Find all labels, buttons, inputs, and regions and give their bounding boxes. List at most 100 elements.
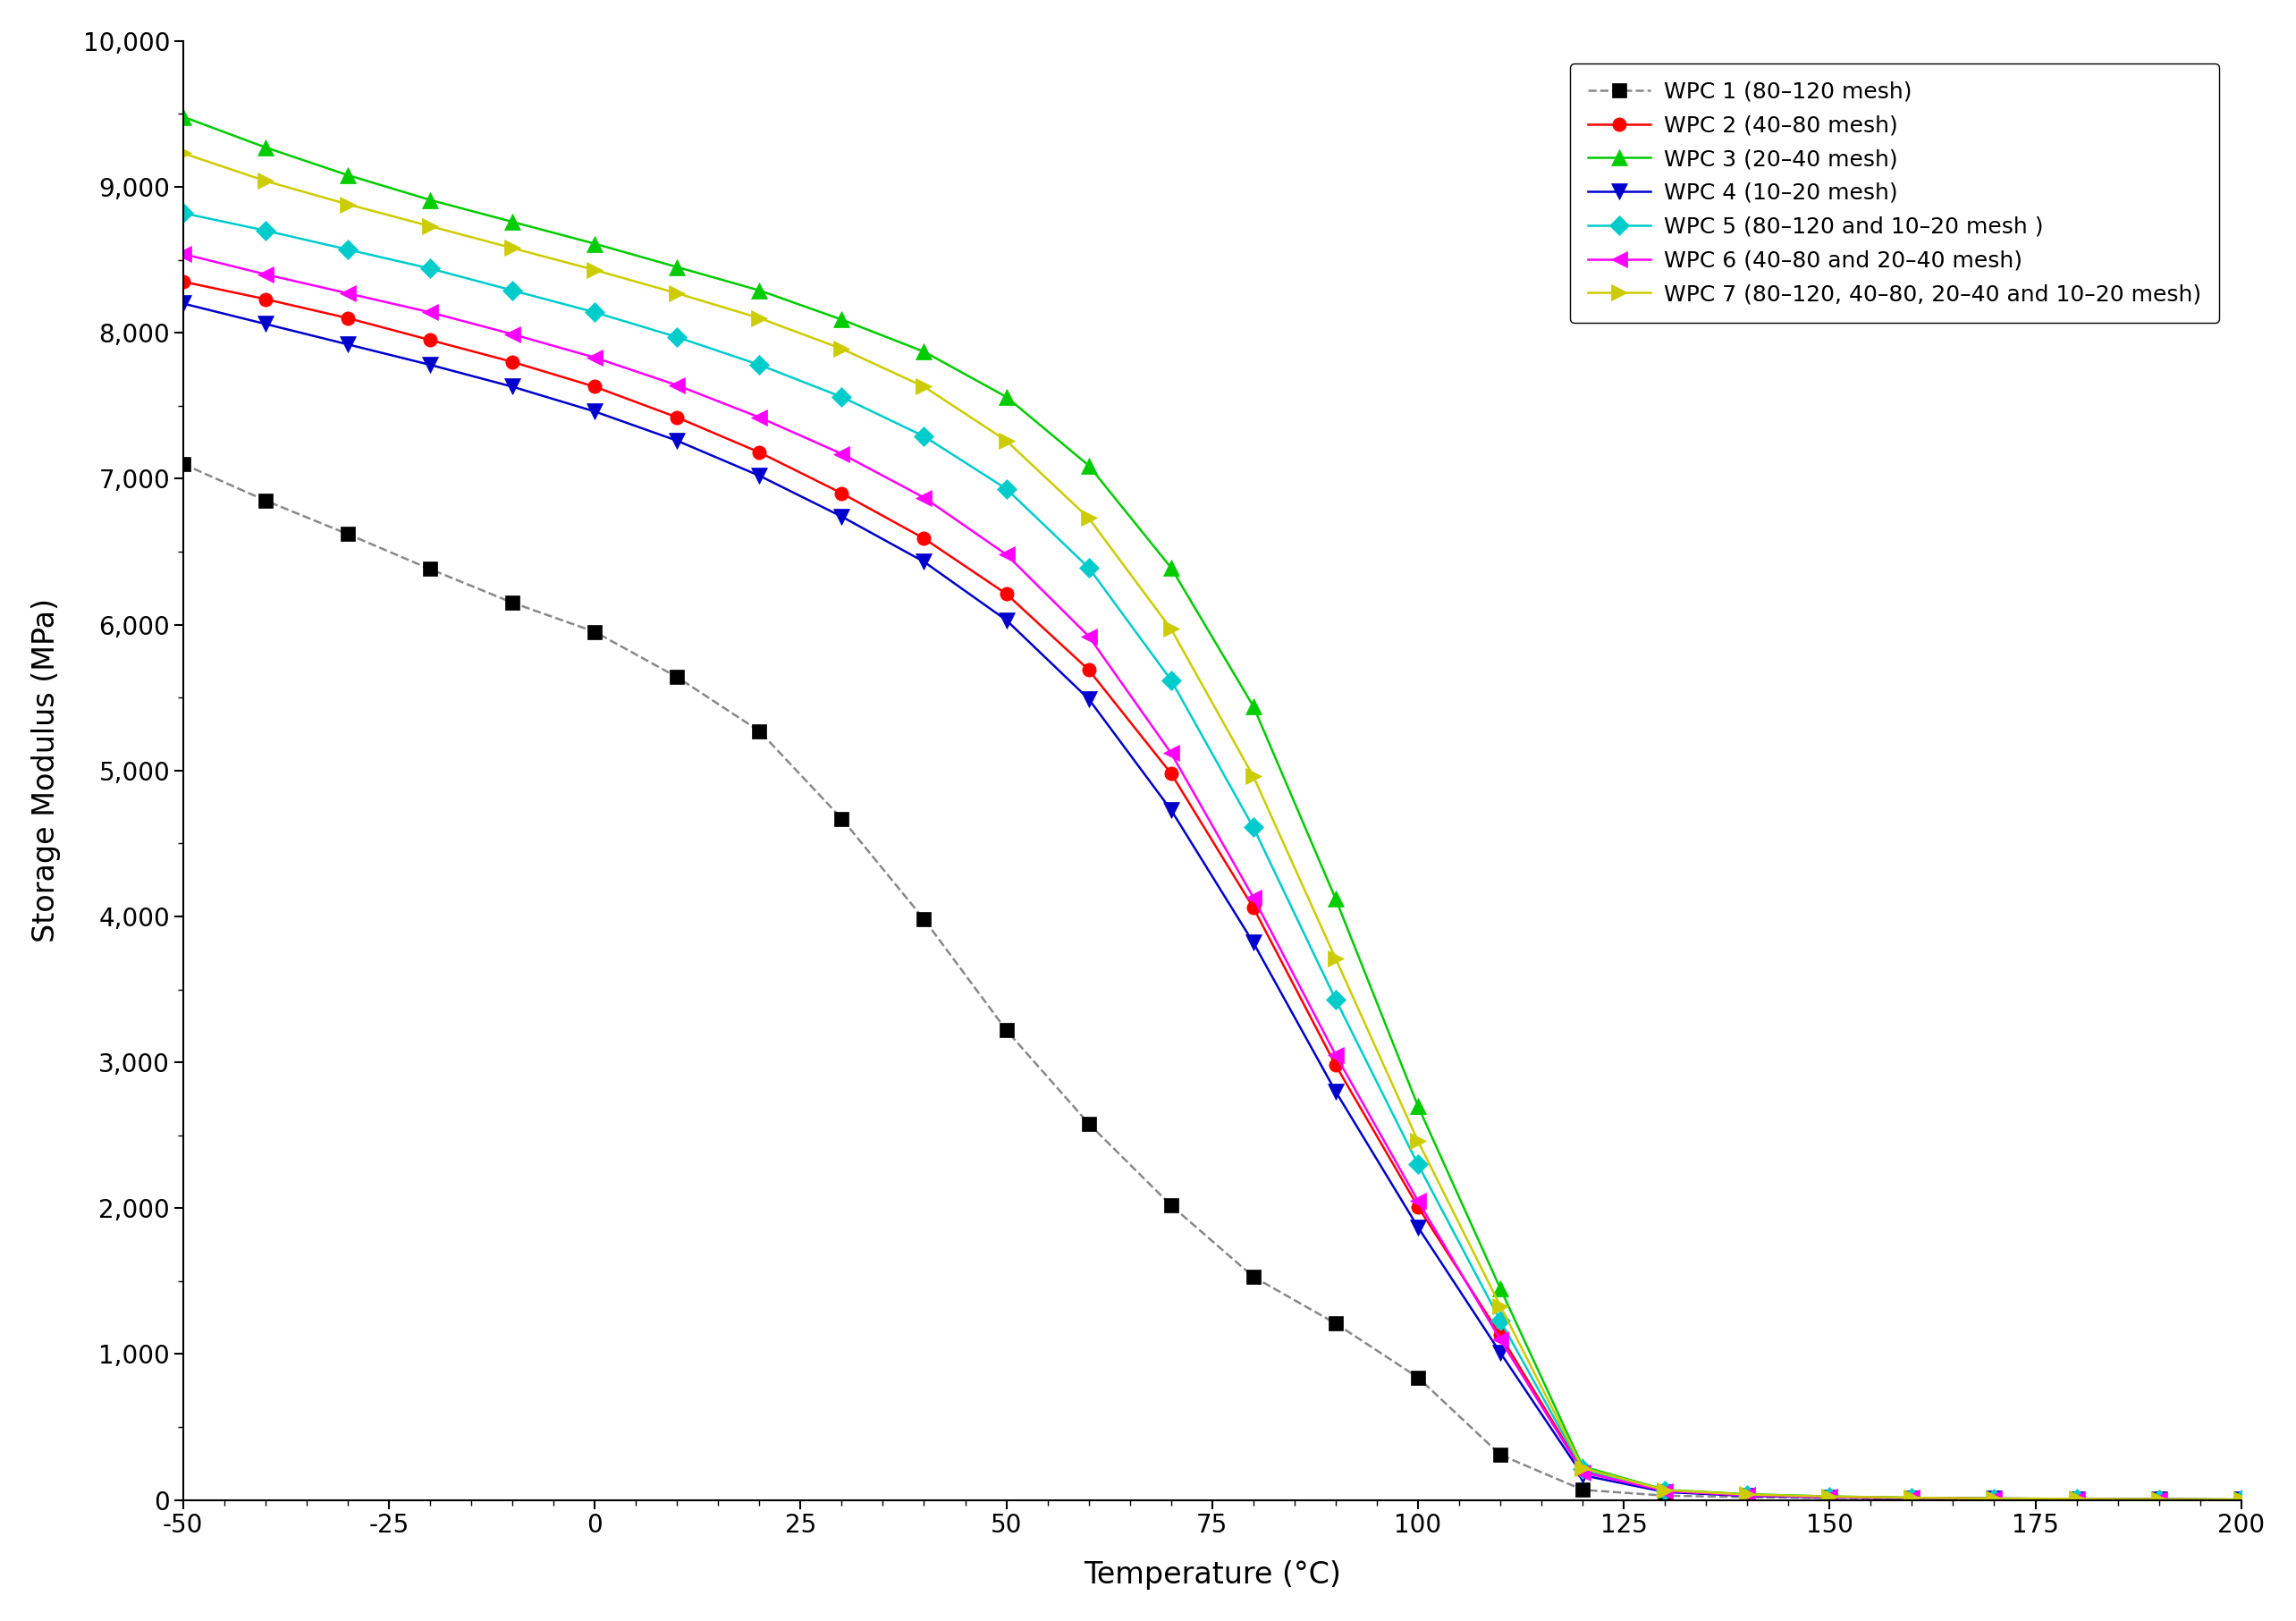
WPC 3 (20–40 mesh) <box>1322 890 1350 909</box>
Legend: WPC 1 (80–120 mesh), WPC 2 (40–80 mesh), WPC 3 (20–40 mesh), WPC 4 (10–20 mesh),: WPC 1 (80–120 mesh), WPC 2 (40–80 mesh),… <box>1570 63 2218 323</box>
WPC 7 (80–120, 40–80, 20–40 and 10–20 mesh) <box>1075 509 1102 528</box>
WPC 6 (40–80 and 20–40 mesh) <box>664 376 691 396</box>
WPC 6 (40–80 and 20–40 mesh) <box>1651 1482 1678 1501</box>
WPC 6 (40–80 and 20–40 mesh) <box>1733 1485 1761 1504</box>
WPC 4 (10–20 mesh) <box>416 355 443 374</box>
WPC 2 (40–80 mesh) <box>829 483 856 503</box>
WPC 5 (80–120 and 10–20 mesh ) <box>909 426 937 446</box>
WPC 1 (80–120 mesh) <box>1816 1488 1844 1508</box>
WPC 6 (40–80 and 20–40 mesh) <box>333 284 360 303</box>
WPC 2 (40–80 mesh) <box>746 443 774 462</box>
WPC 7 (80–120, 40–80, 20–40 and 10–20 mesh) <box>909 378 937 397</box>
WPC 7 (80–120, 40–80, 20–40 and 10–20 mesh) <box>1981 1488 2009 1508</box>
WPC 7 (80–120, 40–80, 20–40 and 10–20 mesh) <box>581 261 608 280</box>
WPC 5 (80–120 and 10–20 mesh ) <box>1322 990 1350 1010</box>
WPC 1 (80–120 mesh) <box>1981 1490 2009 1509</box>
WPC 7 (80–120, 40–80, 20–40 and 10–20 mesh) <box>2062 1490 2089 1509</box>
Line: WPC 3 (20–40 mesh): WPC 3 (20–40 mesh) <box>174 109 2250 1508</box>
WPC 1 (80–120 mesh) <box>1733 1488 1761 1508</box>
WPC 6 (40–80 and 20–40 mesh) <box>1568 1462 1596 1482</box>
WPC 1 (80–120 mesh) <box>2227 1490 2255 1509</box>
WPC 2 (40–80 mesh) <box>1981 1488 2009 1508</box>
WPC 5 (80–120 and 10–20 mesh ) <box>1733 1485 1761 1504</box>
WPC 1 (80–120 mesh) <box>416 559 443 579</box>
WPC 5 (80–120 and 10–20 mesh ) <box>498 280 526 300</box>
WPC 2 (40–80 mesh) <box>333 308 360 327</box>
WPC 3 (20–40 mesh) <box>1075 456 1102 475</box>
WPC 5 (80–120 and 10–20 mesh ) <box>1486 1311 1513 1331</box>
WPC 4 (10–20 mesh) <box>992 611 1019 631</box>
WPC 7 (80–120, 40–80, 20–40 and 10–20 mesh) <box>829 339 856 358</box>
WPC 5 (80–120 and 10–20 mesh ) <box>2062 1490 2089 1509</box>
Line: WPC 2 (40–80 mesh): WPC 2 (40–80 mesh) <box>177 276 2248 1506</box>
WPC 4 (10–20 mesh) <box>909 553 937 572</box>
WPC 2 (40–80 mesh) <box>1733 1486 1761 1506</box>
WPC 4 (10–20 mesh) <box>664 431 691 451</box>
WPC 1 (80–120 mesh) <box>829 809 856 828</box>
WPC 6 (40–80 and 20–40 mesh) <box>1405 1191 1433 1211</box>
WPC 1 (80–120 mesh) <box>2144 1490 2172 1509</box>
WPC 5 (80–120 and 10–20 mesh ) <box>1981 1488 2009 1508</box>
WPC 1 (80–120 mesh) <box>1405 1368 1433 1388</box>
WPC 5 (80–120 and 10–20 mesh ) <box>333 240 360 259</box>
WPC 5 (80–120 and 10–20 mesh ) <box>581 303 608 323</box>
WPC 3 (20–40 mesh) <box>1405 1096 1433 1115</box>
WPC 3 (20–40 mesh) <box>1651 1480 1678 1499</box>
WPC 4 (10–20 mesh) <box>1240 934 1267 953</box>
WPC 7 (80–120, 40–80, 20–40 and 10–20 mesh) <box>1651 1480 1678 1499</box>
WPC 1 (80–120 mesh) <box>253 491 280 511</box>
WPC 6 (40–80 and 20–40 mesh) <box>1322 1046 1350 1065</box>
WPC 2 (40–80 mesh) <box>581 378 608 397</box>
WPC 2 (40–80 mesh) <box>1568 1461 1596 1480</box>
WPC 7 (80–120, 40–80, 20–40 and 10–20 mesh) <box>416 217 443 237</box>
WPC 1 (80–120 mesh) <box>1157 1196 1185 1216</box>
WPC 1 (80–120 mesh) <box>1240 1268 1267 1287</box>
WPC 2 (40–80 mesh) <box>2062 1490 2089 1509</box>
WPC 3 (20–40 mesh) <box>581 233 608 253</box>
WPC 5 (80–120 and 10–20 mesh ) <box>1568 1459 1596 1478</box>
WPC 4 (10–20 mesh) <box>1405 1217 1433 1237</box>
WPC 5 (80–120 and 10–20 mesh ) <box>1899 1488 1926 1508</box>
WPC 4 (10–20 mesh) <box>2144 1490 2172 1509</box>
WPC 3 (20–40 mesh) <box>909 342 937 361</box>
WPC 1 (80–120 mesh) <box>1322 1313 1350 1332</box>
WPC 3 (20–40 mesh) <box>664 258 691 277</box>
WPC 6 (40–80 and 20–40 mesh) <box>170 245 197 264</box>
WPC 5 (80–120 and 10–20 mesh ) <box>829 387 856 407</box>
WPC 6 (40–80 and 20–40 mesh) <box>2144 1490 2172 1509</box>
WPC 2 (40–80 mesh) <box>1157 763 1185 783</box>
WPC 4 (10–20 mesh) <box>498 378 526 397</box>
WPC 3 (20–40 mesh) <box>746 280 774 300</box>
WPC 5 (80–120 and 10–20 mesh ) <box>664 327 691 347</box>
WPC 3 (20–40 mesh) <box>1899 1488 1926 1508</box>
WPC 5 (80–120 and 10–20 mesh ) <box>1075 558 1102 577</box>
WPC 4 (10–20 mesh) <box>1733 1486 1761 1506</box>
WPC 6 (40–80 and 20–40 mesh) <box>581 349 608 368</box>
WPC 2 (40–80 mesh) <box>1075 660 1102 679</box>
Line: WPC 7 (80–120, 40–80, 20–40 and 10–20 mesh): WPC 7 (80–120, 40–80, 20–40 and 10–20 me… <box>174 146 2250 1508</box>
WPC 4 (10–20 mesh) <box>1651 1482 1678 1501</box>
WPC 1 (80–120 mesh) <box>1568 1480 1596 1499</box>
WPC 5 (80–120 and 10–20 mesh ) <box>253 220 280 240</box>
Y-axis label: Storage Modulus (MPa): Storage Modulus (MPa) <box>32 598 60 942</box>
WPC 5 (80–120 and 10–20 mesh ) <box>170 203 197 222</box>
WPC 5 (80–120 and 10–20 mesh ) <box>746 355 774 374</box>
WPC 5 (80–120 and 10–20 mesh ) <box>1240 817 1267 836</box>
WPC 7 (80–120, 40–80, 20–40 and 10–20 mesh) <box>1240 767 1267 786</box>
WPC 7 (80–120, 40–80, 20–40 and 10–20 mesh) <box>1322 948 1350 968</box>
WPC 2 (40–80 mesh) <box>416 331 443 350</box>
WPC 4 (10–20 mesh) <box>1568 1465 1596 1485</box>
WPC 7 (80–120, 40–80, 20–40 and 10–20 mesh) <box>1486 1297 1513 1316</box>
WPC 6 (40–80 and 20–40 mesh) <box>498 324 526 344</box>
WPC 7 (80–120, 40–80, 20–40 and 10–20 mesh) <box>253 172 280 191</box>
WPC 4 (10–20 mesh) <box>1157 801 1185 820</box>
WPC 1 (80–120 mesh) <box>170 454 197 473</box>
WPC 3 (20–40 mesh) <box>2144 1490 2172 1509</box>
WPC 1 (80–120 mesh) <box>992 1021 1019 1041</box>
WPC 7 (80–120, 40–80, 20–40 and 10–20 mesh) <box>1157 619 1185 639</box>
WPC 3 (20–40 mesh) <box>416 190 443 209</box>
WPC 4 (10–20 mesh) <box>1322 1081 1350 1101</box>
WPC 6 (40–80 and 20–40 mesh) <box>253 264 280 284</box>
WPC 7 (80–120, 40–80, 20–40 and 10–20 mesh) <box>1899 1488 1926 1508</box>
X-axis label: Temperature (°C): Temperature (°C) <box>1084 1561 1341 1590</box>
